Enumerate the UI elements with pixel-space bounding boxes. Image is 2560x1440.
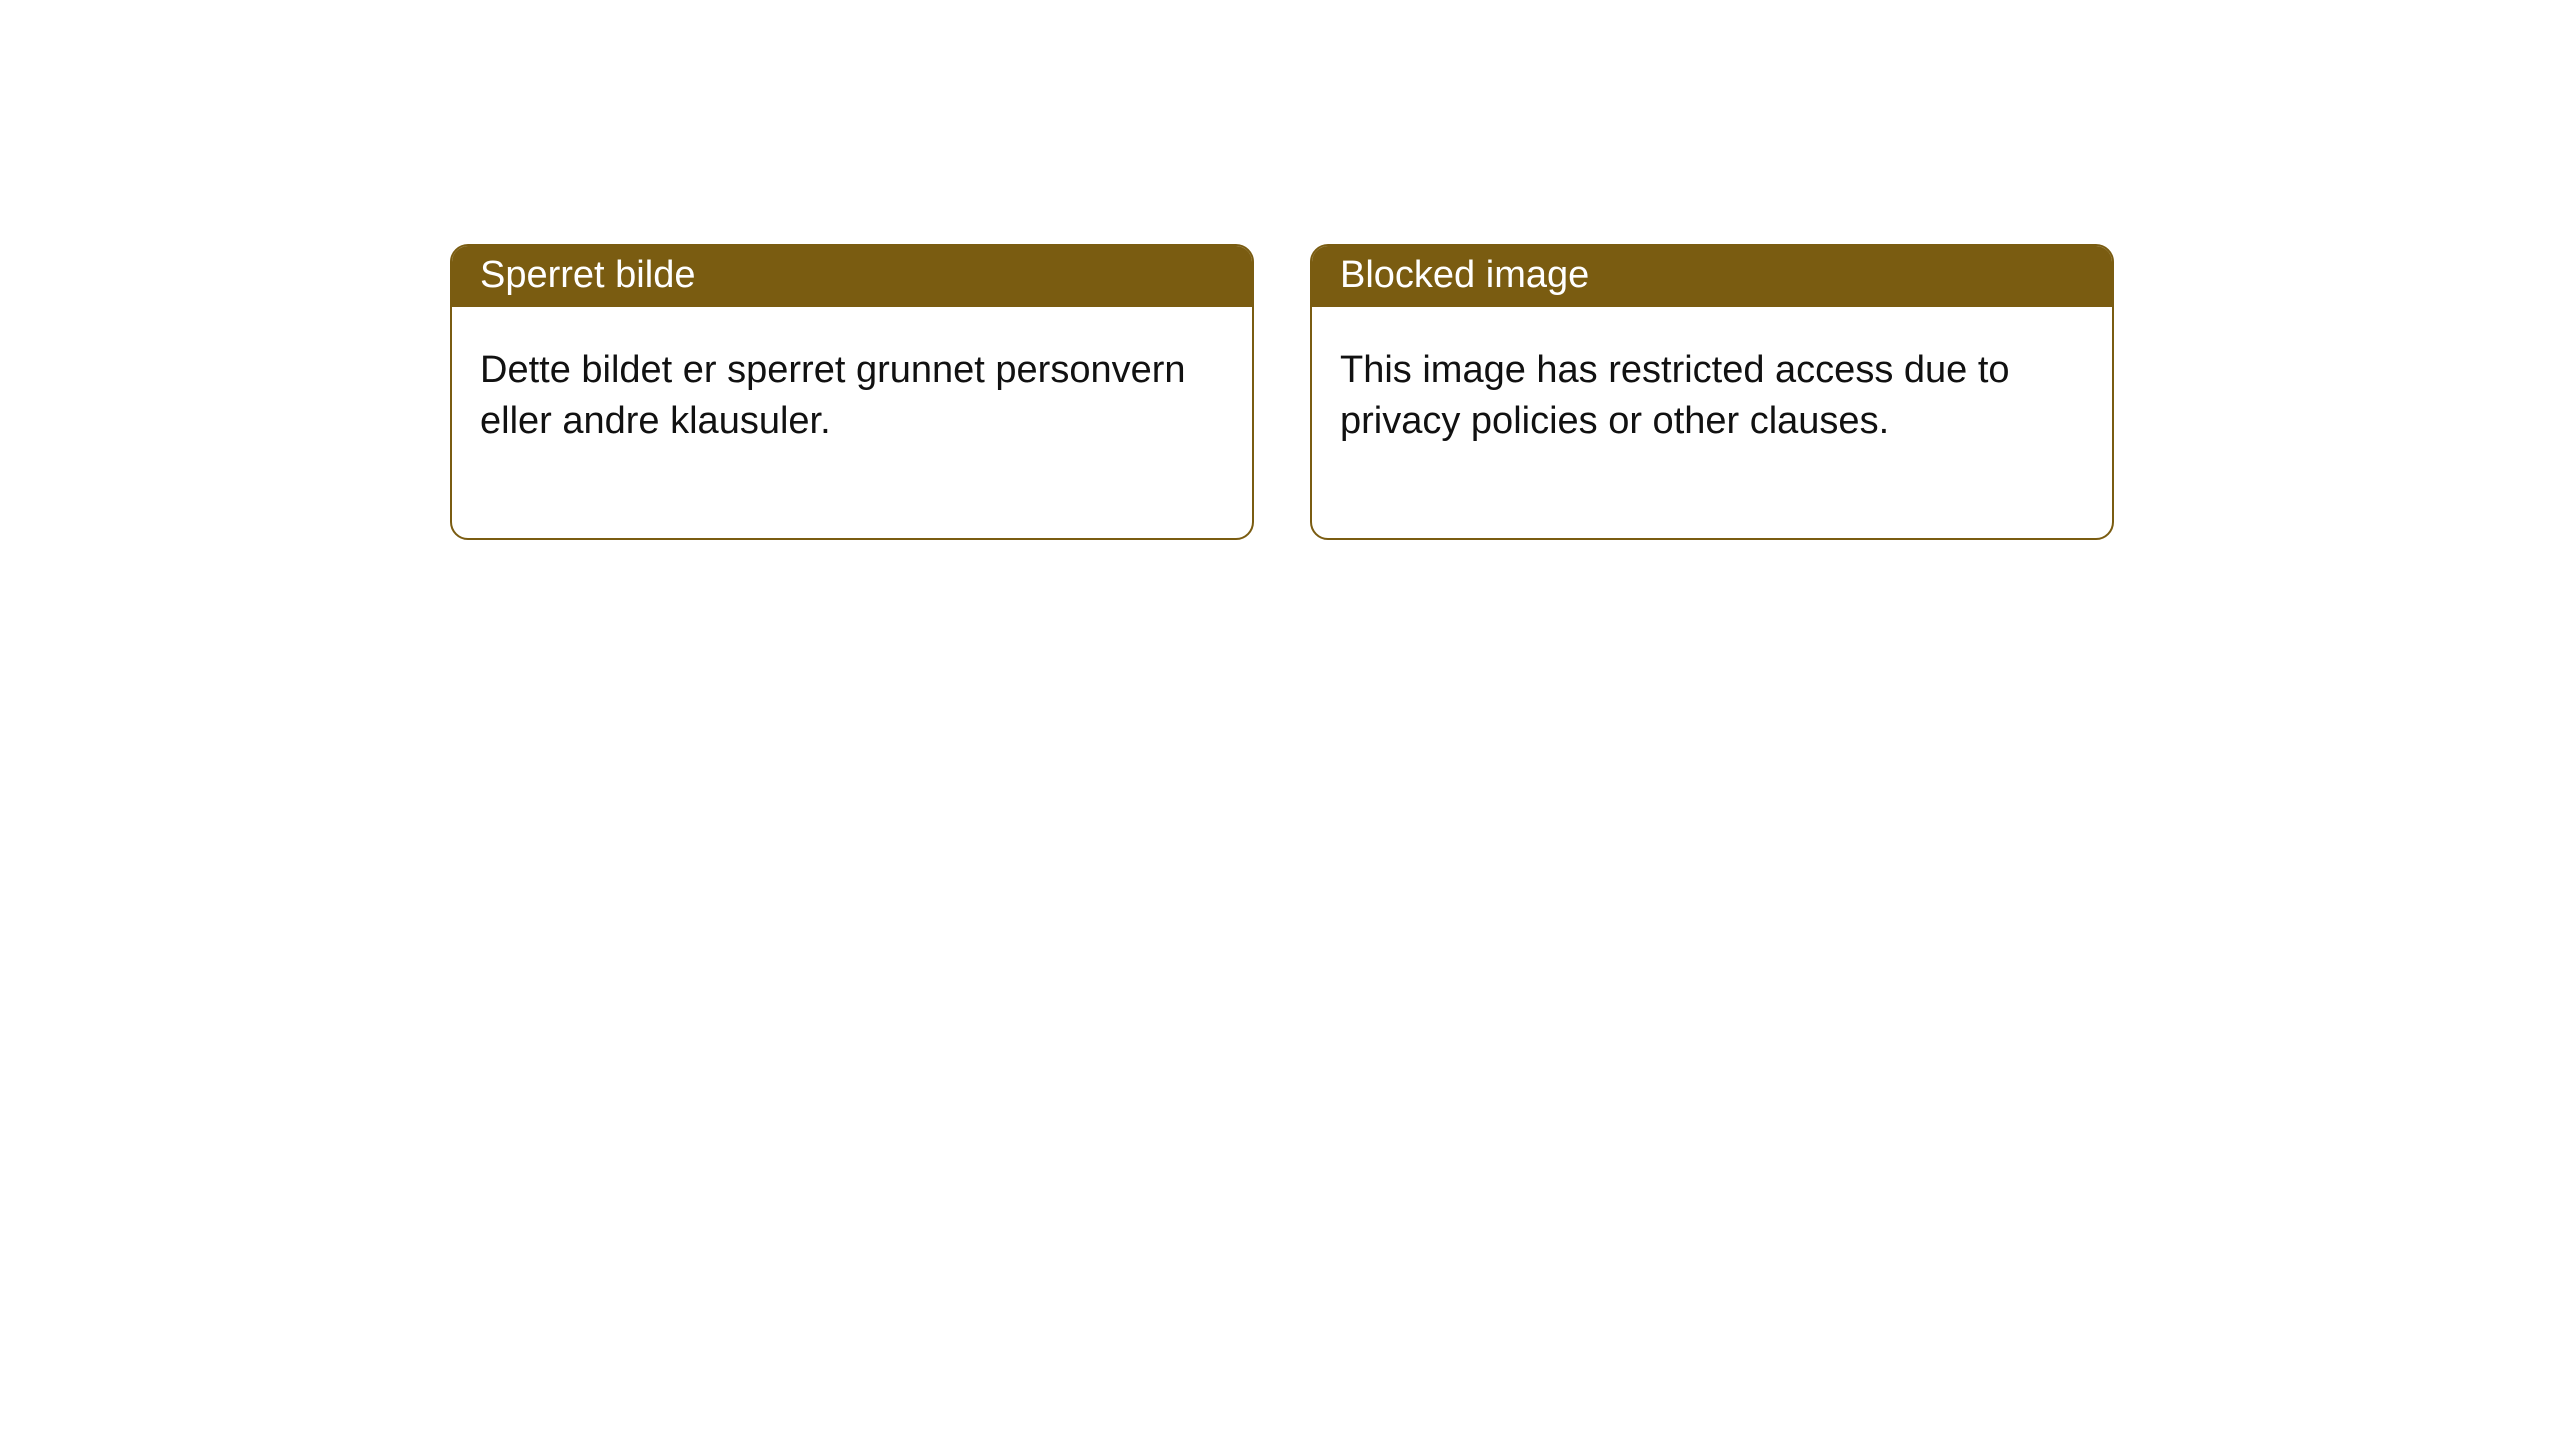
notice-card-en: Blocked image This image has restricted … [1310,244,2114,540]
notice-card-no: Sperret bilde Dette bildet er sperret gr… [450,244,1254,540]
notice-body-en: This image has restricted access due to … [1312,307,2112,538]
notice-body-no: Dette bildet er sperret grunnet personve… [452,307,1252,538]
notice-title-no: Sperret bilde [452,246,1252,307]
notice-title-en: Blocked image [1312,246,2112,307]
notice-container: Sperret bilde Dette bildet er sperret gr… [0,0,2560,540]
